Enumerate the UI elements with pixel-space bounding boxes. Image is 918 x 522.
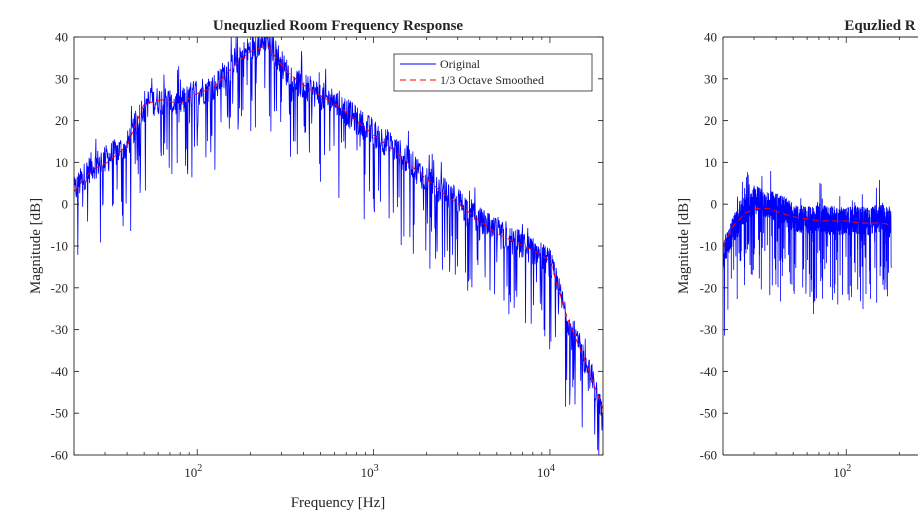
y-tick-label: -30 (51, 322, 68, 337)
x-tick-label: 104 (537, 463, 555, 480)
y-tick-label: 40 (704, 30, 717, 45)
y-tick-label: 40 (55, 30, 68, 45)
x-tick-label: 102 (833, 463, 851, 480)
chart-1-y-axis: -60 -50 -40 -30 -20 -10 0 10 20 30 40 (51, 30, 603, 463)
legend-smoothed-label: 1/3 Octave Smoothed (440, 73, 544, 87)
chart-1-series-smoothed-line (74, 45, 603, 410)
chart-2-y-axis-label: Magnitude [dB] (676, 198, 692, 294)
chart-2-title: Equzlied R (844, 18, 915, 34)
y-tick-label: -20 (51, 280, 68, 295)
chart-2-series-smoothed-line (723, 207, 892, 247)
y-tick-label: -40 (51, 364, 68, 379)
x-tick-label: 103 (361, 463, 379, 480)
chart-1-y-axis-label: Magnitude [dB] (28, 198, 44, 294)
y-tick-label: -60 (51, 448, 68, 463)
y-tick-label: 0 (711, 197, 718, 212)
chart-2-y-axis: -60 -50 -40 -30 -20 -10 0 10 20 30 40 (700, 30, 728, 463)
chart-1: Unequzlied Room Frequency Response -60 -5… (28, 18, 604, 511)
y-tick-label: 20 (55, 113, 68, 128)
chart-2: Equzlied R -60 -50 -40 -30 -20 -10 0 10 20 30 40 1… (676, 18, 918, 480)
chart-1-plot-area (74, 37, 603, 455)
x-tick-label: 102 (184, 463, 202, 480)
y-tick-label: 0 (62, 197, 69, 212)
legend-box (393, 53, 593, 92)
y-tick-label: -50 (51, 406, 68, 421)
chart-1-legend: Original 1/3 Octave Smoothed (393, 53, 593, 92)
y-tick-label: -30 (700, 322, 717, 337)
y-tick-label: -50 (700, 406, 717, 421)
y-tick-label: 30 (704, 71, 717, 86)
y-tick-label: -10 (51, 239, 68, 254)
chart-2-series-original-line (723, 170, 892, 336)
legend-original-label: Original (440, 57, 481, 71)
y-tick-label: 10 (55, 155, 68, 170)
y-tick-label: -10 (700, 239, 717, 254)
y-tick-label: -60 (700, 448, 717, 463)
y-tick-label: 30 (55, 71, 68, 86)
chart-1-x-axis-label: Frequency [Hz] (291, 495, 386, 511)
chart-1-series-original-line (74, 37, 603, 455)
chart-2-plot-area (723, 170, 892, 336)
y-tick-label: 10 (704, 155, 717, 170)
chart-1-x-axis: 102 103 104 (73, 37, 604, 480)
chart-1-title: Unequzlied Room Frequency Response (213, 18, 463, 34)
y-tick-label: -40 (700, 364, 717, 379)
chart-2-x-axis: 102 (722, 37, 900, 480)
y-tick-label: -20 (700, 280, 717, 295)
y-tick-label: 20 (704, 113, 717, 128)
